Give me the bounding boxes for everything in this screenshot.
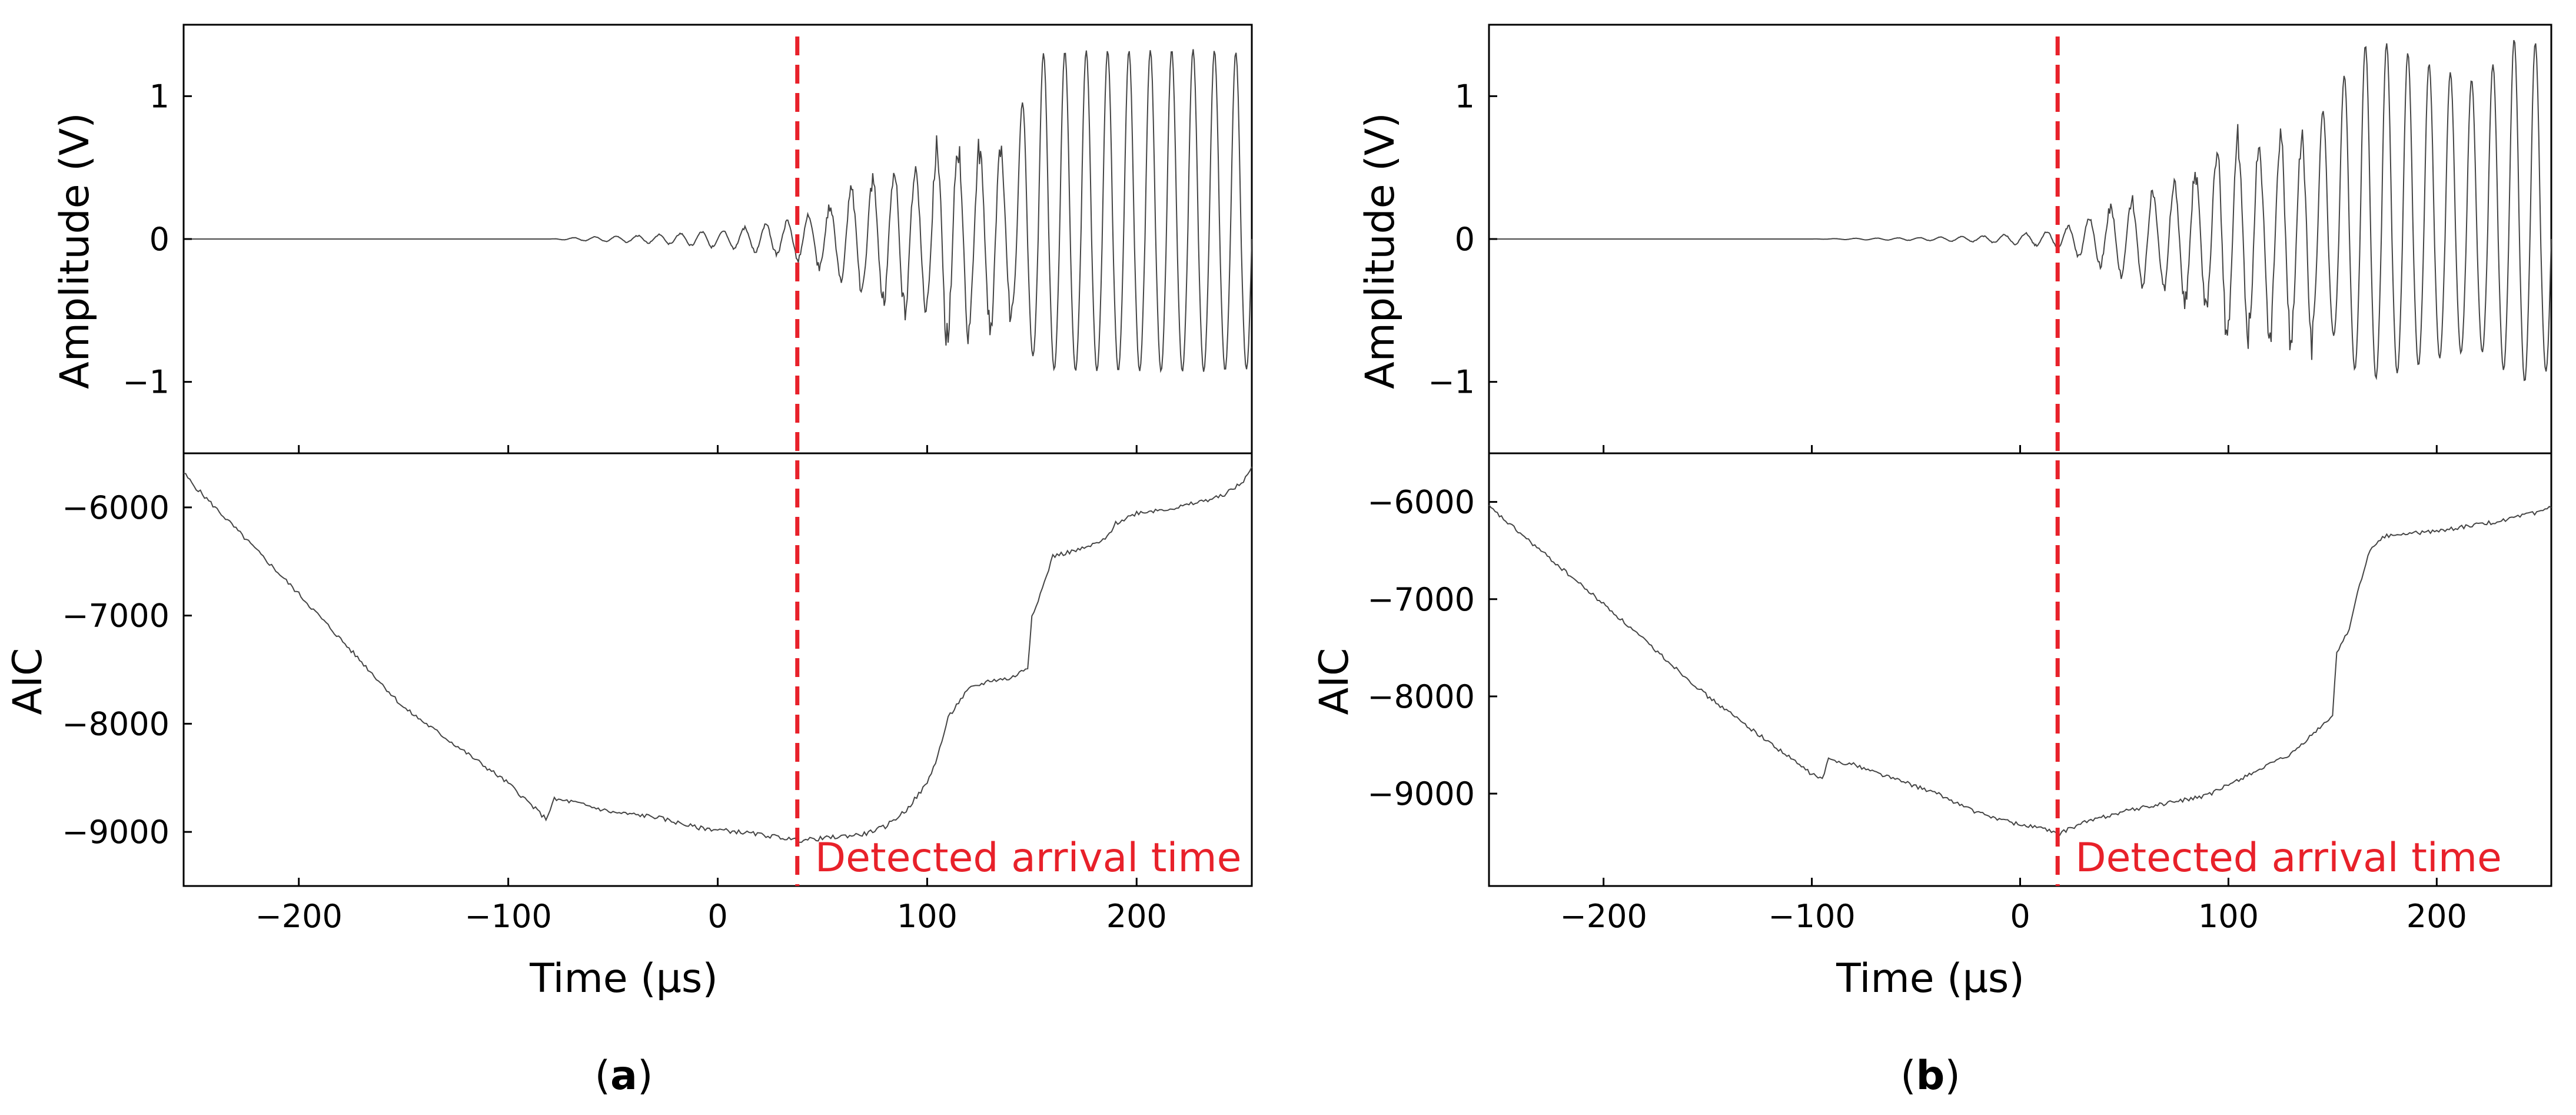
- chart-panel-b: −200 −100 0 100 200 Time (μs) −1 0 1 Amplitude (V…: [1311, 24, 2552, 1099]
- aic-plot-frame: [182, 452, 1253, 887]
- x-tick-label: 100: [2198, 898, 2259, 935]
- x-tick-label: 0: [2010, 898, 2030, 935]
- amplitude-y-tick-label: 0: [1455, 221, 1475, 258]
- amplitude-y-tick-label: 0: [149, 221, 169, 258]
- aic-y-tick-label: −7000: [62, 598, 169, 635]
- aic-y-tick-label: −6000: [62, 489, 169, 526]
- aic-plot-frame: [1488, 452, 2552, 887]
- amplitude-y-axis-label: Amplitude (V): [52, 112, 98, 389]
- chart-panel-a: −200 −100 0 100 200 Time (μs) −1 0 1 Amplitude (V…: [5, 24, 1253, 1099]
- amplitude-y-tick-label: 1: [1455, 78, 1475, 115]
- x-tick-label: 200: [2407, 898, 2467, 935]
- aic-y-tick-label: −8000: [1367, 678, 1475, 715]
- arrival-time-annotation: Detected arrival time: [2075, 835, 2502, 881]
- amplitude-y-axis-label: Amplitude (V): [1357, 112, 1404, 389]
- panel-label: (b): [1900, 1053, 1960, 1099]
- amplitude-series-line: [1489, 39, 2552, 381]
- aic-y-tick-label: −8000: [62, 705, 169, 742]
- aic-y-tick-label: −6000: [1367, 484, 1475, 521]
- x-axis-label: Time (μs): [1836, 955, 2025, 1002]
- aic-series-line: [1488, 505, 2552, 837]
- aic-y-axis-label: AIC: [5, 648, 51, 715]
- x-tick-label: −200: [255, 898, 343, 935]
- aic-y-tick-label: −9000: [1367, 775, 1475, 812]
- amplitude-y-tick-label: 1: [149, 78, 169, 115]
- arrival-time-annotation: Detected arrival time: [815, 835, 1242, 881]
- amplitude-y-tick-label: −1: [122, 364, 169, 401]
- aic-series-line: [183, 466, 1252, 844]
- x-tick-label: −100: [1768, 898, 1855, 935]
- x-axis-label: Time (μs): [529, 955, 718, 1002]
- panel-label: (a): [595, 1053, 653, 1099]
- x-tick-label: −100: [464, 898, 551, 935]
- aic-y-tick-label: −7000: [1367, 581, 1475, 618]
- amplitude-series-line: [184, 49, 1252, 373]
- x-tick-label: 100: [897, 898, 958, 935]
- aic-y-axis-label: AIC: [1311, 648, 1358, 715]
- x-tick-label: −200: [1560, 898, 1647, 935]
- amplitude-y-tick-label: −1: [1428, 364, 1475, 401]
- x-tick-label: 0: [707, 898, 727, 935]
- aic-y-tick-label: −9000: [62, 814, 169, 851]
- x-tick-label: 200: [1106, 898, 1167, 935]
